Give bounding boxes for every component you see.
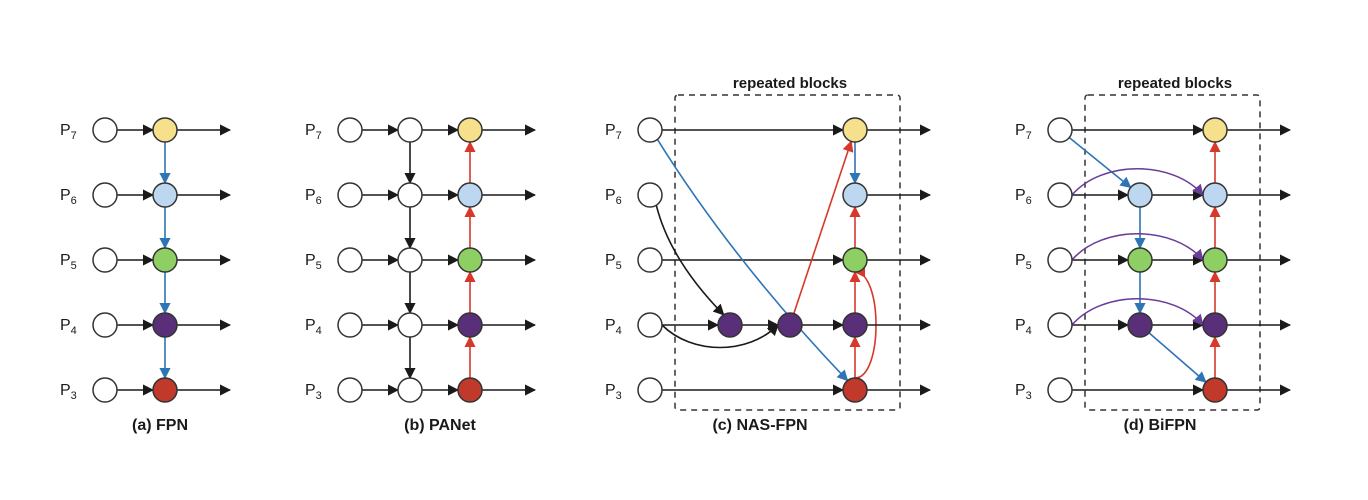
- repeated-label: repeated blocks: [733, 75, 847, 92]
- node: [458, 183, 482, 207]
- repeated-label: repeated blocks: [1118, 75, 1232, 92]
- level-label: P5: [605, 252, 622, 272]
- node: [638, 313, 662, 337]
- node: [718, 313, 742, 337]
- node: [638, 378, 662, 402]
- node: [638, 118, 662, 142]
- node: [843, 118, 867, 142]
- node: [338, 313, 362, 337]
- node: [93, 248, 117, 272]
- node: [1203, 313, 1227, 337]
- level-label: P6: [605, 187, 622, 207]
- diagram-svg: P7 P6 P5 P4 P3 (a) FPN P7 P6 P5 P4 P3 (b) PANet repe…: [0, 0, 1368, 500]
- level-label: P6: [60, 187, 77, 207]
- caption: (d) BiFPN: [1124, 417, 1197, 434]
- node: [843, 183, 867, 207]
- level-label: P5: [1015, 252, 1032, 272]
- node: [1048, 378, 1072, 402]
- node: [1048, 183, 1072, 207]
- node: [458, 378, 482, 402]
- node: [338, 183, 362, 207]
- node: [1128, 248, 1152, 272]
- node: [398, 248, 422, 272]
- node: [93, 313, 117, 337]
- node: [1048, 118, 1072, 142]
- level-label: P3: [605, 382, 622, 402]
- level-label: P7: [605, 122, 622, 142]
- node: [398, 378, 422, 402]
- node: [153, 118, 177, 142]
- node: [1203, 118, 1227, 142]
- node: [153, 313, 177, 337]
- node: [93, 183, 117, 207]
- node: [458, 248, 482, 272]
- node: [638, 248, 662, 272]
- node: [338, 248, 362, 272]
- node: [1048, 313, 1072, 337]
- node: [1128, 313, 1152, 337]
- level-label: P3: [305, 382, 322, 402]
- node: [338, 378, 362, 402]
- node: [338, 118, 362, 142]
- caption: (b) PANet: [404, 417, 476, 434]
- caption: (a) FPN: [132, 417, 188, 434]
- node: [398, 313, 422, 337]
- node: [458, 313, 482, 337]
- node: [638, 183, 662, 207]
- level-label: P4: [60, 317, 77, 337]
- node: [843, 378, 867, 402]
- node: [153, 248, 177, 272]
- level-label: P4: [1015, 317, 1032, 337]
- node: [1203, 378, 1227, 402]
- node: [398, 118, 422, 142]
- level-label: P6: [1015, 187, 1032, 207]
- node: [1203, 183, 1227, 207]
- node: [1128, 183, 1152, 207]
- level-label: P3: [60, 382, 77, 402]
- level-label: P4: [605, 317, 622, 337]
- level-label: P5: [60, 252, 77, 272]
- node: [458, 118, 482, 142]
- node: [153, 378, 177, 402]
- level-label: P7: [60, 122, 77, 142]
- node: [778, 313, 802, 337]
- node: [153, 183, 177, 207]
- node: [93, 118, 117, 142]
- level-label: P3: [1015, 382, 1032, 402]
- level-label: P7: [1015, 122, 1032, 142]
- node: [1048, 248, 1072, 272]
- caption: (c) NAS-FPN: [712, 417, 807, 434]
- level-label: P6: [305, 187, 322, 207]
- level-label: P7: [305, 122, 322, 142]
- level-label: P5: [305, 252, 322, 272]
- node: [843, 248, 867, 272]
- level-label: P4: [305, 317, 322, 337]
- node: [843, 313, 867, 337]
- node: [398, 183, 422, 207]
- node: [93, 378, 117, 402]
- node: [1203, 248, 1227, 272]
